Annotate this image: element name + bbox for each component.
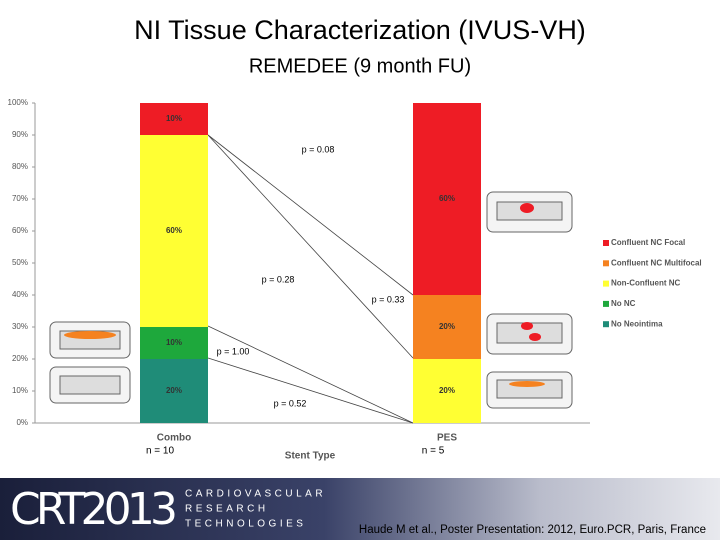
legend-label: No NC — [611, 299, 636, 308]
connectors — [207, 134, 414, 424]
value-label: 10% — [166, 114, 182, 123]
y-tick-label: 100% — [8, 98, 28, 107]
bar-segment — [140, 103, 208, 135]
p-value: p = 0.33 — [372, 294, 405, 304]
y-tick-label: 80% — [12, 162, 28, 171]
y-tick-label: 50% — [12, 258, 28, 267]
p-value: p = 1.00 — [217, 346, 250, 356]
chart-title: NI Tissue Characterization (IVUS-VH) — [134, 15, 586, 45]
value-label: 20% — [166, 386, 182, 395]
bar-segment — [413, 103, 481, 295]
p-value: p = 0.28 — [262, 274, 295, 284]
y-tick-label: 40% — [12, 290, 28, 299]
legend-swatch — [603, 300, 609, 307]
value-label: 20% — [439, 386, 455, 395]
chart-subtitle: REMEDEE (9 month FU) — [249, 55, 471, 77]
citation: Haude M et al., Poster Presentation: 201… — [359, 524, 706, 536]
sample-size: n = 10 — [146, 446, 175, 457]
footer-org: RESEARCH — [185, 504, 269, 515]
footer-band — [0, 478, 720, 540]
bar-segment — [140, 327, 208, 359]
footer-org: CARDIOVASCULAR — [185, 489, 326, 500]
value-label: 60% — [439, 194, 455, 203]
value-label: 20% — [439, 322, 455, 331]
legend-swatch — [603, 321, 609, 328]
y-tick-label: 0% — [16, 418, 28, 427]
y-tick-label: 60% — [12, 226, 28, 235]
x-tick-label: Combo — [157, 433, 191, 444]
legend-swatch — [603, 280, 609, 287]
legend-label: Confluent NC Focal — [611, 238, 685, 247]
y-tick-label: 10% — [12, 386, 28, 395]
y-tick-label: 20% — [12, 354, 28, 363]
legend-swatch — [603, 240, 609, 246]
legend-label: Non-Confluent NC — [611, 279, 681, 288]
bar-segment — [413, 359, 481, 423]
p-value: p = 0.52 — [274, 398, 307, 408]
footer-logo: CRT2013 — [10, 484, 178, 535]
bar-segment — [413, 295, 481, 359]
footer-org: TECHNOLOGIES — [185, 519, 306, 530]
legend-label: Confluent NC Multifocal — [611, 258, 702, 267]
legend-label: No Neointima — [611, 319, 663, 328]
y-tick-label: 70% — [12, 194, 28, 203]
y-tick-label: 90% — [12, 130, 28, 139]
p-value: p = 0.08 — [302, 144, 335, 154]
ivus-icons — [49, 191, 573, 409]
x-axis-title: Stent Type — [285, 451, 336, 462]
sample-size: n = 5 — [422, 446, 445, 457]
value-label: 10% — [166, 338, 182, 347]
bar-segment — [140, 359, 208, 423]
bar-segment — [140, 135, 208, 327]
legend-swatch — [603, 260, 609, 267]
y-tick-label: 30% — [12, 322, 28, 331]
value-label: 60% — [166, 226, 182, 235]
x-tick-label: PES — [437, 433, 457, 444]
